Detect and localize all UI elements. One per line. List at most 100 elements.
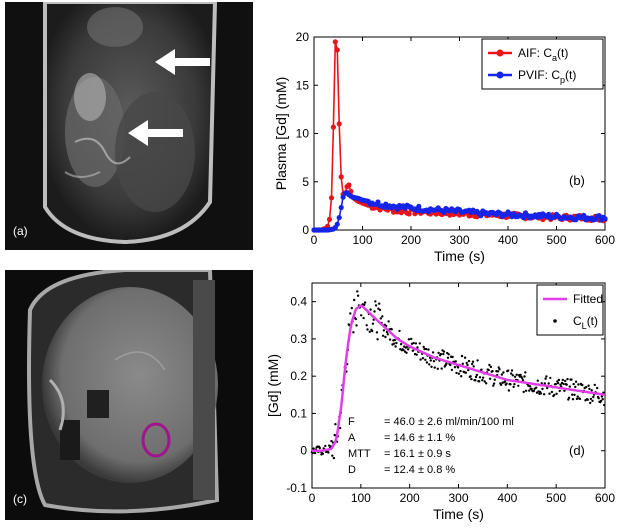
data-point: [593, 383, 596, 387]
legend-marker: [496, 71, 504, 79]
data-point: [327, 451, 330, 454]
data-point: [375, 331, 379, 334]
data-point: [378, 302, 381, 305]
data-point: [577, 383, 580, 386]
param-value: = 16.1 ± 0.9 s: [384, 448, 451, 460]
data-point: [433, 366, 436, 369]
data-point: [432, 360, 436, 363]
panel-label-a: (a): [13, 224, 28, 238]
data-point: [475, 373, 479, 377]
data-point: [590, 389, 593, 392]
data-point: [513, 375, 517, 378]
data-point: [517, 384, 520, 387]
data-point: [313, 451, 317, 455]
data-point: [445, 362, 448, 365]
data-point: [437, 351, 440, 355]
data-point: [574, 380, 578, 383]
mri-image-c: (c): [5, 270, 253, 520]
data-point: [544, 377, 547, 380]
arrow-lower: [128, 120, 183, 146]
legend-box: [481, 38, 604, 90]
data-point: [503, 380, 507, 383]
data-point: [365, 324, 368, 327]
x-tick-label: 100: [351, 491, 371, 505]
param-key: F: [348, 416, 355, 428]
data-point: [440, 367, 443, 370]
data-point: [574, 385, 577, 389]
x-tick-label: 200: [401, 233, 421, 247]
data-point: [492, 384, 495, 387]
data-point: [463, 356, 467, 359]
data-point: [491, 369, 494, 373]
data-point: [419, 358, 422, 361]
data-point: [382, 329, 386, 332]
data-point: [471, 362, 474, 366]
data-point: [416, 203, 422, 209]
data-point: [363, 301, 367, 304]
data-point: [332, 456, 336, 460]
x-tick-label: 600: [595, 233, 615, 247]
data-point: [447, 212, 453, 218]
data-point: [425, 361, 429, 364]
data-point: [407, 338, 411, 341]
legend-label: Fitted: [573, 292, 603, 306]
data-point: [354, 317, 357, 321]
x-tick-label: 400: [497, 491, 517, 505]
data-point: [545, 375, 548, 378]
data-point: [446, 356, 450, 359]
data-point: [596, 386, 599, 390]
data-point: [427, 348, 430, 351]
panel-label: (b): [569, 173, 585, 188]
data-point: [483, 380, 486, 383]
param-key: A: [348, 432, 356, 444]
data-point: [453, 366, 457, 369]
data-point: [480, 368, 483, 371]
arrow-upper: [155, 49, 210, 75]
data-point: [481, 379, 484, 382]
data-point: [379, 317, 382, 320]
data-point: [600, 395, 604, 398]
y-tick-label: 0: [302, 223, 309, 237]
data-point: [424, 347, 428, 351]
data-point: [586, 398, 589, 401]
data-point: [524, 371, 527, 374]
data-point: [472, 365, 475, 368]
data-point: [564, 379, 567, 383]
data-point: [493, 378, 496, 381]
mri-a-drawing: [5, 2, 253, 250]
data-point: [362, 316, 365, 320]
data-point: [496, 370, 500, 373]
data-point: [521, 377, 524, 380]
data-point: [377, 207, 383, 213]
data-point: [450, 368, 454, 372]
data-point: [571, 393, 574, 396]
data-point: [338, 174, 344, 180]
data-point: [360, 314, 363, 317]
data-point: [456, 366, 460, 369]
legend-box: [536, 284, 604, 336]
mri-image-a: (a): [5, 2, 253, 250]
data-point: [460, 375, 463, 378]
data-point: [369, 308, 372, 311]
y-tick-label: 0.2: [290, 369, 307, 383]
data-point: [429, 359, 432, 362]
data-point: [340, 194, 346, 200]
data-point: [498, 368, 501, 371]
data-point: [410, 337, 413, 341]
data-point: [424, 358, 427, 361]
data-point: [578, 397, 582, 401]
param-key: D: [348, 464, 356, 476]
data-point: [521, 379, 525, 382]
data-point: [334, 221, 340, 227]
data-point: [336, 121, 342, 127]
data-point: [488, 363, 491, 367]
data-point: [581, 212, 587, 218]
data-point: [381, 334, 385, 337]
data-point: [373, 310, 376, 313]
data-point: [522, 390, 525, 394]
data-point: [602, 216, 608, 222]
data-point: [422, 345, 425, 349]
fitted-curve: [312, 304, 606, 452]
data-point: [488, 377, 492, 380]
data-point: [394, 345, 397, 348]
